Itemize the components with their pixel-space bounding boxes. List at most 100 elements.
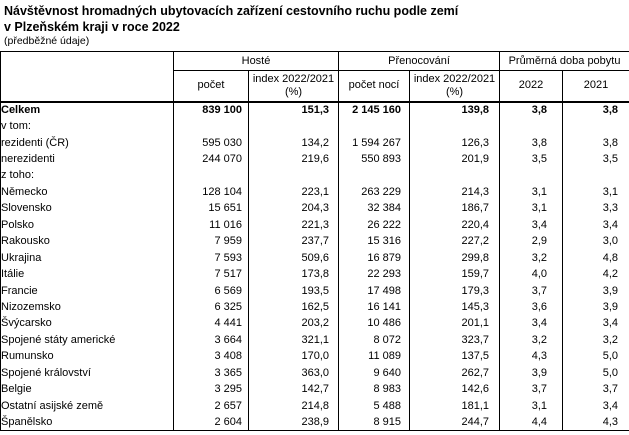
value-cell: 839 100 bbox=[173, 101, 249, 118]
value-cell: 16 141 bbox=[338, 298, 410, 316]
value-cell bbox=[173, 117, 249, 135]
table-row: nerezidenti 244 070 219,6 550 893 201,9 3,5 3,… bbox=[1, 150, 629, 168]
value-cell: 137,5 bbox=[408, 348, 500, 365]
value-cell: 128 104 bbox=[173, 183, 249, 201]
col-group-prenocovani: Přenocování bbox=[337, 51, 500, 71]
value-cell: 3,7 bbox=[499, 380, 563, 398]
value-cell: 214,3 bbox=[408, 183, 500, 201]
table-row: Španělsko 2 604 238,9 8 915 244,7 4,4 4,3 bbox=[1, 413, 629, 431]
table-row: rezidenti (ČR) 595 030 134,2 1 594 267 126,3… bbox=[1, 134, 629, 151]
value-cell: 3,2 bbox=[499, 331, 563, 349]
value-cell: 3 365 bbox=[173, 364, 249, 381]
value-cell: 3,9 bbox=[562, 282, 629, 299]
value-cell: 3,1 bbox=[499, 397, 563, 414]
table-row: Spojené království 3 365 363,0 9 640 262,7 3,… bbox=[1, 364, 629, 381]
value-cell: 4,3 bbox=[499, 348, 563, 365]
value-cell: 2 657 bbox=[173, 397, 249, 414]
col-header-hoste-index: index 2022/2021 (%) bbox=[248, 70, 339, 103]
value-cell: 17 498 bbox=[338, 282, 410, 299]
value-cell bbox=[499, 117, 563, 135]
value-cell bbox=[562, 117, 629, 135]
value-cell bbox=[338, 167, 410, 184]
value-cell bbox=[499, 167, 563, 184]
value-cell: 3 295 bbox=[173, 380, 249, 398]
value-cell: 22 293 bbox=[338, 265, 410, 283]
table-row: Spojené státy americké 3 664 321,1 8 072 323… bbox=[1, 331, 629, 349]
value-cell: 227,2 bbox=[408, 233, 500, 250]
value-cell: 3,1 bbox=[499, 183, 563, 201]
value-cell: 3,5 bbox=[562, 150, 629, 168]
value-cell: 3 408 bbox=[173, 348, 249, 365]
page-subtitle: (předběžné údaje) bbox=[4, 35, 90, 47]
value-cell: 8 915 bbox=[338, 413, 410, 431]
value-cell: 7 593 bbox=[173, 249, 249, 266]
value-cell: 4 441 bbox=[173, 315, 249, 332]
title-block: Návštěvnost hromadných ubytovacích zaříz… bbox=[0, 0, 629, 48]
value-cell: 15 316 bbox=[338, 233, 410, 250]
value-cell: 595 030 bbox=[173, 134, 249, 151]
col-group-prumerna-doba-pobytu: Průměrná doba pobytu bbox=[499, 51, 629, 71]
table-row: Německo 128 104 223,1 263 229 214,3 3,1 3,1 bbox=[1, 183, 629, 201]
value-cell: 3,4 bbox=[562, 315, 629, 332]
row-label: Celkem bbox=[1, 104, 41, 117]
row-label: Ostatní asijské země bbox=[1, 399, 104, 412]
value-cell: 323,7 bbox=[408, 331, 500, 349]
value-cell: 159,7 bbox=[408, 265, 500, 283]
value-cell: 4,0 bbox=[499, 265, 563, 283]
value-cell bbox=[338, 117, 410, 135]
value-cell: 3,4 bbox=[562, 397, 629, 414]
row-label: Ukrajina bbox=[1, 251, 42, 264]
value-cell: 244 070 bbox=[173, 150, 249, 168]
value-cell: 3,8 bbox=[562, 134, 629, 151]
value-cell: 173,8 bbox=[248, 265, 339, 283]
value-cell: 11 016 bbox=[173, 216, 249, 233]
value-cell: 11 089 bbox=[338, 348, 410, 365]
value-cell: 3,3 bbox=[562, 200, 629, 217]
col-header-prenocovani-index: index 2022/2021 (%) bbox=[408, 70, 500, 103]
value-cell: 201,9 bbox=[408, 150, 500, 168]
value-cell: 3,1 bbox=[499, 200, 563, 217]
row-label: Německo bbox=[1, 185, 48, 198]
value-cell: 142,6 bbox=[408, 380, 500, 398]
value-cell: 9 640 bbox=[338, 364, 410, 381]
value-cell: 179,3 bbox=[408, 282, 500, 299]
row-label: Švýcarsko bbox=[1, 317, 52, 330]
column-group-row: Hosté Přenocování Průměrná doba pobytu bbox=[0, 51, 629, 103]
value-cell: 219,6 bbox=[248, 150, 339, 168]
table-row: Slovensko 15 651 204,3 32 384 186,7 3,1 3,3 bbox=[1, 200, 629, 217]
row-label: nerezidenti bbox=[1, 153, 55, 166]
value-cell: 134,2 bbox=[248, 134, 339, 151]
value-cell: 3,1 bbox=[562, 183, 629, 201]
row-label: z toho: bbox=[1, 169, 35, 182]
value-cell: 5,0 bbox=[562, 348, 629, 365]
table-body: Celkem 839 100 151,3 2 145 160 139,8 3,8 3,8 v … bbox=[1, 101, 629, 431]
value-cell: 244,7 bbox=[408, 413, 500, 431]
value-cell: 363,0 bbox=[248, 364, 339, 381]
table-row: Belgie 3 295 142,7 8 983 142,6 3,7 3,7 bbox=[1, 380, 629, 398]
value-cell: 237,7 bbox=[248, 233, 339, 250]
value-cell: 16 879 bbox=[338, 249, 410, 266]
value-cell: 2,9 bbox=[499, 233, 563, 250]
value-cell: 263 229 bbox=[338, 183, 410, 201]
value-cell: 204,3 bbox=[248, 200, 339, 217]
value-cell: 8 983 bbox=[338, 380, 410, 398]
value-cell: 8 072 bbox=[338, 331, 410, 349]
value-cell: 2 145 160 bbox=[338, 101, 410, 118]
value-cell: 3,8 bbox=[562, 101, 629, 118]
value-cell: 4,2 bbox=[562, 265, 629, 283]
column-subheader-row: počet index 2022/2021 (%) počet nocí ind… bbox=[1, 70, 629, 103]
value-cell: 3,4 bbox=[499, 315, 563, 332]
value-cell: 126,3 bbox=[408, 134, 500, 151]
value-cell: 6 569 bbox=[173, 282, 249, 299]
page-title-line2: v Plzeňském kraji v roce 2022 bbox=[4, 20, 180, 34]
row-label: Belgie bbox=[1, 383, 32, 396]
value-cell: 3,9 bbox=[562, 298, 629, 316]
value-cell: 3,2 bbox=[499, 249, 563, 266]
value-cell: 151,3 bbox=[248, 101, 339, 118]
value-cell: 321,1 bbox=[248, 331, 339, 349]
value-cell: 181,1 bbox=[408, 397, 500, 414]
value-cell: 5,0 bbox=[562, 364, 629, 381]
value-cell: 139,8 bbox=[408, 101, 500, 118]
value-cell: 223,1 bbox=[248, 183, 339, 201]
table-row: Celkem 839 100 151,3 2 145 160 139,8 3,8 3,8 bbox=[1, 101, 629, 118]
